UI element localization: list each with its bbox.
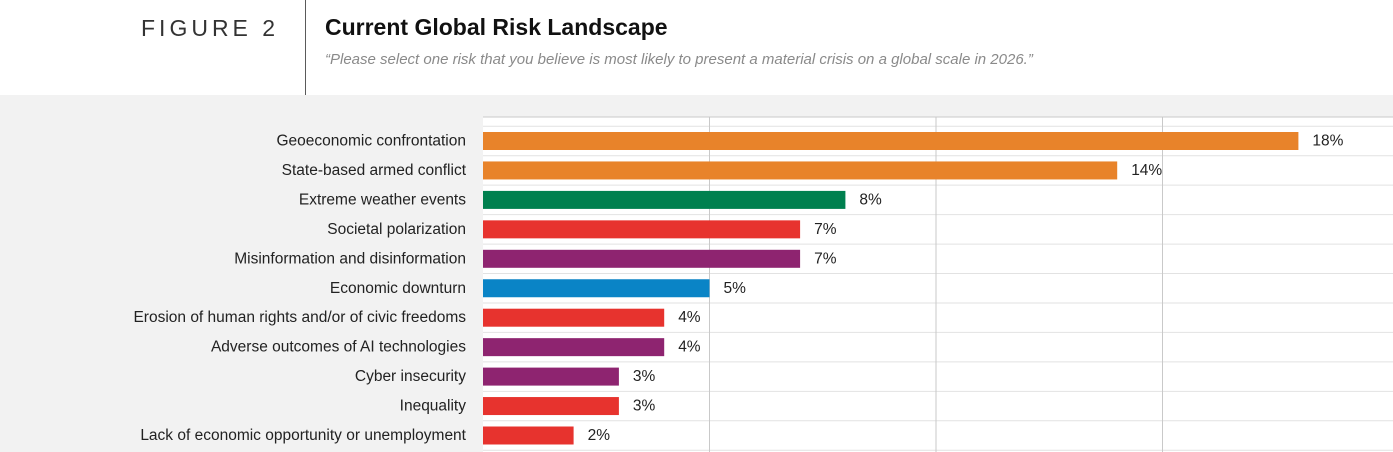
- bar: [483, 161, 1118, 180]
- value-label: 14%: [1131, 162, 1162, 179]
- bar-chart: Geoeconomic confrontation 18% State-based …: [133, 116, 1393, 452]
- bar: [483, 190, 846, 209]
- bar: [483, 367, 619, 386]
- value-label: 3%: [633, 398, 656, 415]
- category-label: Economic downturn: [330, 280, 466, 297]
- header-divider: [305, 0, 306, 95]
- category-label: Adverse outcomes of AI technologies: [211, 339, 466, 356]
- category-label: Inequality: [400, 398, 467, 415]
- bar: [483, 132, 1299, 150]
- category-label: State-based armed conflict: [282, 162, 467, 179]
- value-label: 4%: [678, 309, 701, 326]
- figure-label: FIGURE 2: [141, 15, 280, 41]
- bar: [483, 220, 801, 239]
- category-label: Societal polarization: [327, 221, 466, 238]
- category-label: Lack of economic opportunity or unemploy…: [140, 427, 466, 444]
- plot-area: Geoeconomic confrontation 18% State-based …: [0, 95, 1393, 452]
- value-label: 2%: [588, 427, 611, 444]
- figure-header: FIGURE 2 Current Global Risk Landscape “…: [0, 0, 1393, 95]
- category-label: Erosion of human rights and/or of civic …: [133, 309, 466, 326]
- bar: [483, 426, 574, 445]
- category-label: Misinformation and disinformation: [234, 250, 466, 267]
- bar: [483, 397, 619, 416]
- category-label: Cyber insecurity: [355, 368, 466, 385]
- value-label: 4%: [678, 339, 701, 356]
- category-label: Extreme weather events: [299, 191, 466, 208]
- chart-title: Current Global Risk Landscape: [325, 14, 668, 40]
- value-label: 3%: [633, 368, 656, 385]
- value-label: 7%: [814, 221, 837, 238]
- bar: [483, 308, 665, 327]
- value-label: 18%: [1312, 133, 1343, 150]
- bar: [483, 338, 665, 357]
- chart-subtitle: “Please select one risk that you believe…: [325, 51, 1033, 68]
- value-label: 8%: [859, 191, 882, 208]
- category-label: Geoeconomic confrontation: [276, 133, 466, 150]
- bar: [483, 249, 801, 268]
- value-label: 5%: [724, 280, 747, 297]
- bar: [483, 279, 710, 298]
- value-label: 7%: [814, 250, 837, 267]
